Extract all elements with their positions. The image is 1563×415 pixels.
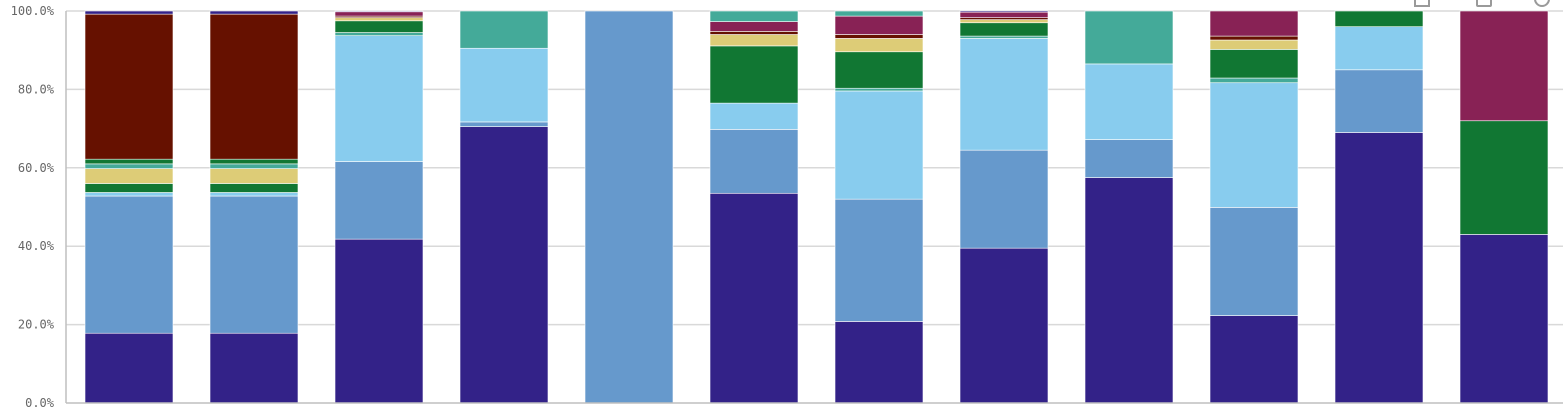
bar-segment xyxy=(834,10,924,17)
bar-segment xyxy=(459,126,549,404)
bar-stack xyxy=(1084,10,1174,404)
y-tick-label: 60.0% xyxy=(18,161,55,175)
y-tick-label: 20.0% xyxy=(18,318,55,332)
bar-stack xyxy=(709,10,799,404)
bar-segment xyxy=(84,163,174,169)
bar-segment xyxy=(834,38,924,53)
bar-stack xyxy=(959,10,1049,404)
bar-segment xyxy=(709,45,799,104)
bar-segment xyxy=(1334,10,1424,27)
y-tick-label: 100.0% xyxy=(11,4,55,18)
bar-segment xyxy=(709,34,799,47)
bar-segment xyxy=(834,15,924,35)
bar-segment xyxy=(209,163,299,169)
bar-segment xyxy=(709,21,799,32)
bar-segment xyxy=(1209,315,1299,404)
bar-segment xyxy=(959,35,1049,39)
bar-segment xyxy=(209,13,299,160)
bar-segment xyxy=(834,34,924,39)
y-tick-label: 0.0% xyxy=(25,396,55,410)
bar-segment xyxy=(709,129,799,194)
y-tick-label: 40.0% xyxy=(18,239,55,253)
bar-segment xyxy=(84,158,174,165)
bar-segment xyxy=(709,192,799,404)
bar-segment xyxy=(1459,10,1549,122)
bar-segment xyxy=(959,247,1049,404)
y-tick-label: 80.0% xyxy=(18,82,55,96)
bar-segment xyxy=(84,192,174,197)
bar-segment xyxy=(834,87,924,92)
bar-segment xyxy=(84,183,174,193)
bar-segment xyxy=(1459,234,1549,404)
bar-segment xyxy=(334,238,424,404)
bar-segment xyxy=(209,10,299,15)
bar-segment xyxy=(334,161,424,240)
bar-stack xyxy=(459,10,549,404)
bar-segment xyxy=(209,168,299,184)
bar-segment xyxy=(1334,69,1424,133)
bars xyxy=(84,10,1549,404)
bar-segment xyxy=(84,13,174,160)
bar-segment xyxy=(334,10,424,13)
bar-segment xyxy=(834,51,924,89)
bar-segment xyxy=(209,195,299,334)
bar-segment xyxy=(1209,10,1299,37)
bar-segment xyxy=(334,32,424,36)
bar-stack xyxy=(209,10,299,404)
bar-stack xyxy=(584,10,674,404)
bar-segment xyxy=(1209,39,1299,50)
bar-segment xyxy=(84,168,174,184)
bar-segment xyxy=(209,158,299,165)
bar-segment xyxy=(1084,10,1174,65)
bar-segment xyxy=(1209,35,1299,41)
bar-segment xyxy=(959,22,1049,37)
bar-segment xyxy=(1334,132,1424,404)
bar-segment xyxy=(84,195,174,334)
bar-segment xyxy=(959,149,1049,249)
bar-segment xyxy=(334,35,424,162)
bar-segment xyxy=(1209,207,1299,316)
bar-segment xyxy=(334,17,424,22)
bar-stack xyxy=(1459,10,1549,404)
bar-stack xyxy=(1209,10,1299,404)
bar-stack xyxy=(834,10,924,404)
bar-segment xyxy=(709,31,799,35)
bar-segment xyxy=(334,20,424,33)
bar-segment xyxy=(84,10,174,15)
bar-segment xyxy=(1084,63,1174,140)
bar-segment xyxy=(834,321,924,404)
bar-segment xyxy=(709,102,799,130)
gridlines xyxy=(66,10,1563,326)
bar-segment xyxy=(209,332,299,404)
bar-segment xyxy=(709,10,799,22)
bar-segment xyxy=(84,332,174,404)
bar-segment xyxy=(1209,77,1299,84)
bar-segment xyxy=(209,192,299,197)
bar-stack xyxy=(1334,10,1424,404)
bar-segment xyxy=(834,198,924,322)
bar-segment xyxy=(334,11,424,17)
bar-segment xyxy=(959,11,1049,18)
bar-segment xyxy=(459,10,549,49)
bar-stack xyxy=(84,10,174,404)
bar-segment xyxy=(459,47,549,123)
bar-segment xyxy=(1209,82,1299,208)
bar-segment xyxy=(959,38,1049,151)
bar-stack xyxy=(334,10,424,404)
bar-segment xyxy=(1459,120,1549,235)
bar-segment xyxy=(209,183,299,193)
menu-icon[interactable] xyxy=(1476,0,1492,7)
bar-segment xyxy=(459,121,549,127)
bar-segment xyxy=(959,19,1049,24)
bar-segment xyxy=(1209,49,1299,79)
bar-segment xyxy=(1334,26,1424,71)
bar-segment xyxy=(1084,139,1174,178)
bar-segment xyxy=(959,10,1049,13)
bar-segment xyxy=(834,90,924,200)
bar-segment xyxy=(1084,177,1174,404)
y-axis-ticks: 0.0% 20.0% 40.0% 60.0% 80.0% 100.0% xyxy=(11,4,55,410)
selection-icon[interactable] xyxy=(1414,0,1430,7)
bar-segment xyxy=(584,10,674,404)
